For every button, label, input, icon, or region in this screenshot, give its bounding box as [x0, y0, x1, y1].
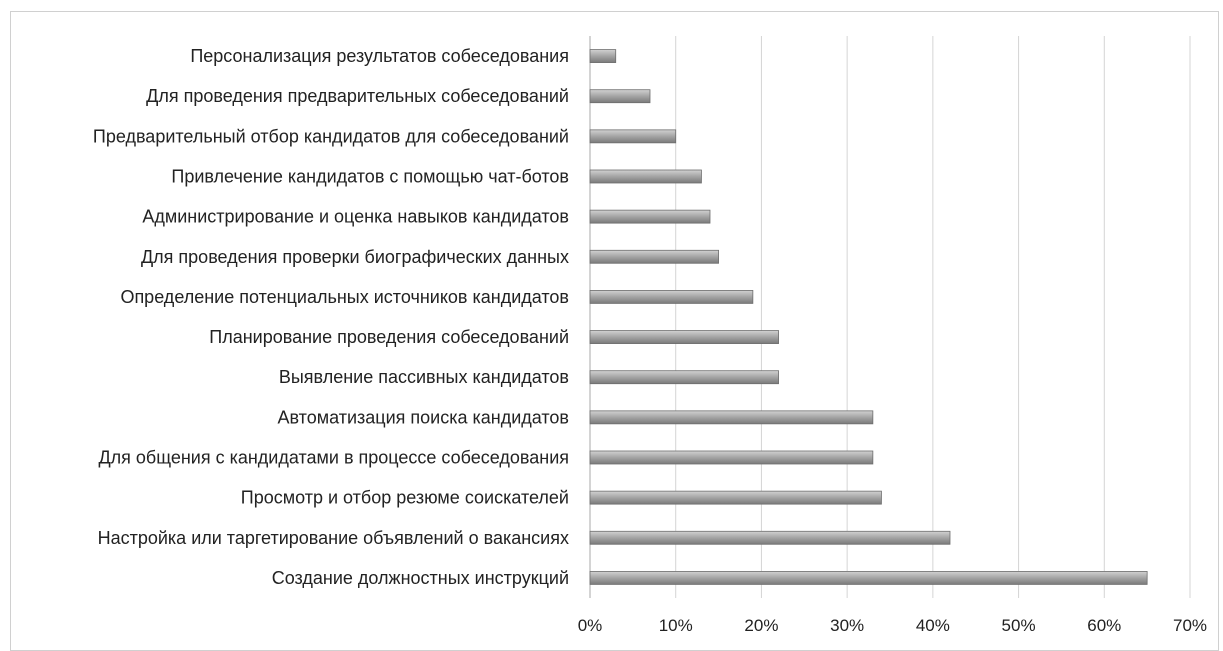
bar-8: [589, 370, 779, 385]
category-label-6: Определение потенциальных источников кан…: [120, 287, 569, 307]
bar-3: [589, 169, 702, 184]
category-label-10: Для общения с кандидатами в процессе соб…: [98, 448, 569, 468]
bar-10: [589, 450, 874, 465]
category-label-8: Выявление пассивных кандидатов: [279, 367, 569, 387]
x-tick-label-0: 0%: [578, 616, 603, 635]
x-tick-label-6: 60%: [1087, 616, 1121, 635]
bar-2: [589, 129, 677, 144]
bar-12: [589, 530, 951, 545]
category-labels: Персонализация результатов собеседования…: [93, 46, 569, 588]
category-label-3: Привлечение кандидатов с помощью чат-бот…: [171, 167, 569, 187]
bar-7: [589, 330, 779, 344]
bar-1: [589, 89, 651, 104]
gridlines: [589, 36, 1191, 598]
bar-13: [589, 571, 1148, 585]
bar-6: [589, 290, 754, 304]
x-tick-label-1: 10%: [659, 616, 693, 635]
category-label-4: Администрирование и оценка навыков канди…: [142, 207, 569, 227]
bars: [589, 49, 1148, 585]
category-label-13: Создание должностных инструкций: [272, 568, 569, 588]
x-tick-label-3: 30%: [830, 616, 864, 635]
x-tick-label-7: 70%: [1173, 616, 1207, 635]
category-label-5: Для проведения проверки биографических д…: [141, 247, 569, 267]
x-tick-label-5: 50%: [1002, 616, 1036, 635]
bar-9: [589, 410, 874, 425]
category-label-11: Просмотр и отбор резюме соискателей: [241, 488, 569, 508]
bar-5: [589, 249, 719, 264]
category-label-12: Настройка или таргетирование объявлений …: [98, 528, 569, 548]
x-tick-label-2: 20%: [744, 616, 778, 635]
category-label-0: Персонализация результатов собеседования: [190, 46, 569, 66]
category-label-2: Предварительный отбор кандидатов для соб…: [93, 126, 569, 146]
bar-0: [589, 49, 617, 63]
category-label-7: Планирование проведения собеседований: [209, 327, 569, 347]
category-label-1: Для проведения предварительных собеседов…: [146, 86, 569, 106]
x-axis-ticks: 0% 10% 20% 30% 40% 50% 60% 70%: [578, 616, 1207, 635]
bar-11: [589, 490, 882, 505]
category-label-9: Автоматизация поиска кандидатов: [278, 407, 570, 427]
x-tick-label-4: 40%: [916, 616, 950, 635]
bar-4: [589, 209, 711, 224]
